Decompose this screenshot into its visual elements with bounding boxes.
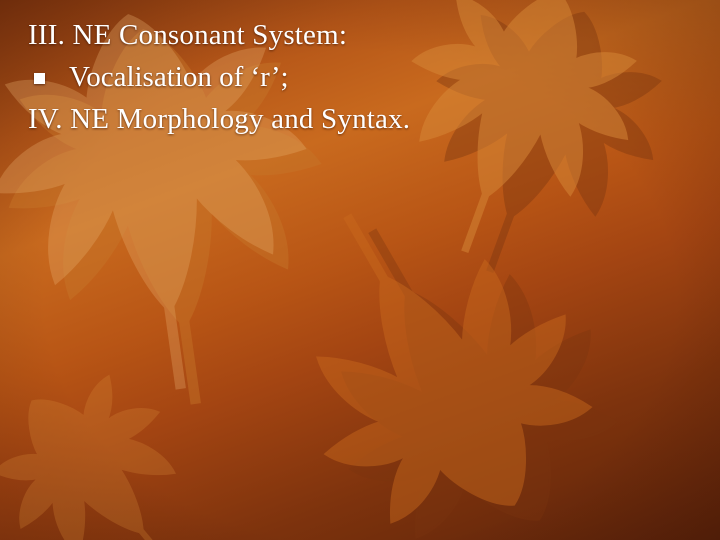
bullet-item: Vocalisation of ‘r’; [28, 56, 700, 98]
square-bullet-icon [34, 73, 45, 84]
outline-heading-4: IV. NE Morphology and Syntax. [28, 98, 700, 140]
outline-heading-3: III. NE Consonant System: [28, 14, 700, 56]
bullet-text: Vocalisation of ‘r’; [69, 56, 289, 98]
slide-text-content: III. NE Consonant System: Vocalisation o… [28, 14, 700, 140]
slide: III. NE Consonant System: Vocalisation o… [0, 0, 720, 540]
